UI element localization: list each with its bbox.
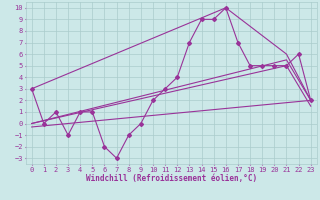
- X-axis label: Windchill (Refroidissement éolien,°C): Windchill (Refroidissement éolien,°C): [86, 174, 257, 183]
